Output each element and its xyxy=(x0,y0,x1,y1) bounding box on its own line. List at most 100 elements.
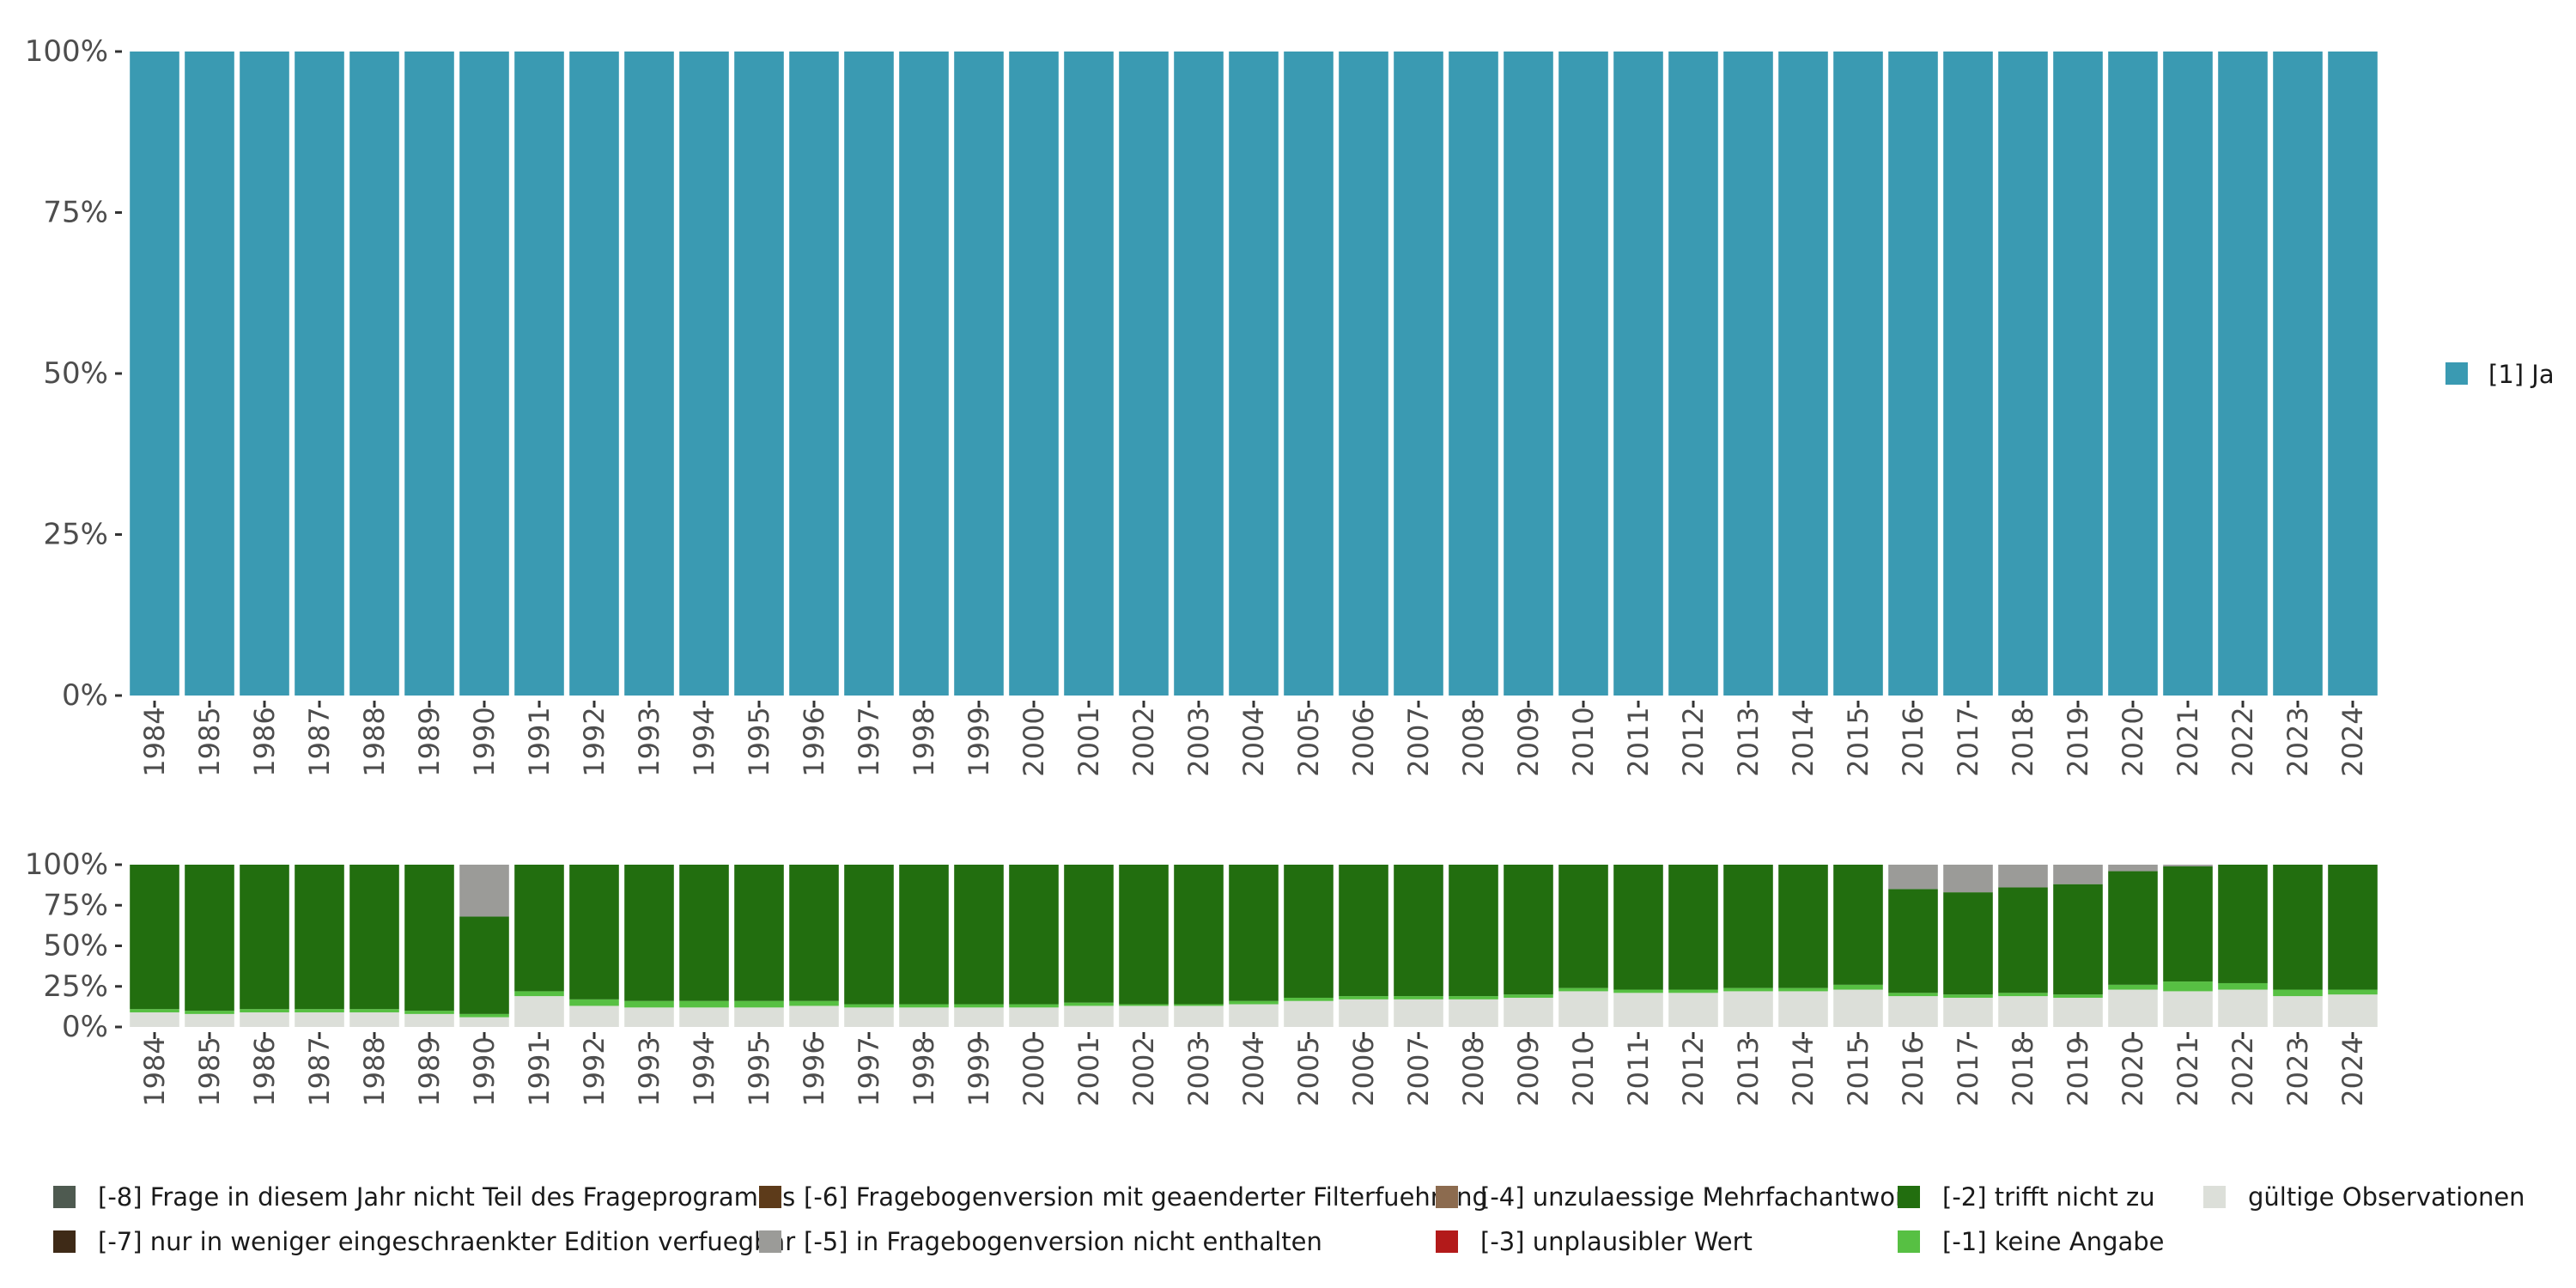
bar-segment xyxy=(1998,887,2048,993)
x-tick-label: 1996 xyxy=(798,707,830,776)
bar-segment xyxy=(844,1007,894,1027)
bar-segment xyxy=(624,1000,674,1008)
bar-segment xyxy=(679,1000,729,1008)
legend-swatch xyxy=(759,1230,781,1253)
x-tick-label: 1986 xyxy=(248,1036,281,1106)
bar-segment xyxy=(1229,52,1279,696)
bar-segment xyxy=(844,52,894,696)
bar-segment xyxy=(1833,984,1883,990)
legend-label: [-6] Fragebogenversion mit geaenderter F… xyxy=(804,1182,1488,1212)
x-tick-label: 1987 xyxy=(303,707,336,776)
x-tick-label: 2014 xyxy=(1787,1036,1820,1106)
bar-segment xyxy=(2328,994,2378,1027)
x-tick-label: 1984 xyxy=(138,707,171,776)
bar-segment xyxy=(240,52,289,696)
x-tick-label: 2018 xyxy=(2007,707,2039,776)
bar-segment xyxy=(1119,1005,1169,1027)
x-tick-label: 2022 xyxy=(2227,707,2259,776)
x-tick-label: 2017 xyxy=(1952,1036,1984,1106)
x-tick-label: 1999 xyxy=(963,707,995,776)
bar-segment xyxy=(1833,865,1883,985)
bar-segment xyxy=(1284,997,1334,1001)
bar-segment xyxy=(295,1009,344,1012)
x-tick-label: 1988 xyxy=(358,1036,391,1106)
x-tick-label: 2016 xyxy=(1897,707,1929,776)
bar-segment xyxy=(1998,52,2048,696)
legend-swatch xyxy=(1898,1230,1920,1253)
x-tick-label: 1999 xyxy=(963,1036,995,1106)
bar-segment xyxy=(2218,865,2268,983)
bar-segment xyxy=(1778,991,1828,1027)
bar-segment xyxy=(2273,865,2323,990)
bar-segment xyxy=(1613,52,1663,696)
y-tick-label: 100% xyxy=(25,848,108,882)
bar-segment xyxy=(2163,981,2213,992)
bar-segment xyxy=(569,865,619,999)
bar-segment xyxy=(1833,989,1883,1027)
x-tick-label: 2012 xyxy=(1677,707,1710,776)
bar-segment xyxy=(1504,865,1553,995)
x-tick-label: 2022 xyxy=(2227,1036,2259,1106)
bar-segment xyxy=(295,52,344,696)
bar-segment xyxy=(130,1012,179,1027)
x-tick-label: 2012 xyxy=(1677,1036,1710,1106)
bar-segment xyxy=(1888,52,1938,696)
y-tick-label: 50% xyxy=(43,929,108,963)
bar-segment xyxy=(2053,994,2103,998)
legend-swatch xyxy=(53,1186,76,1208)
x-tick-label: 2006 xyxy=(1347,1036,1380,1106)
bar-segment xyxy=(1723,987,1773,992)
x-tick-label: 2021 xyxy=(2172,1036,2204,1106)
bar-segment xyxy=(1119,52,1169,696)
bar-segment xyxy=(1339,865,1388,997)
y-tick-label: 0% xyxy=(62,1010,108,1044)
x-tick-label: 2005 xyxy=(1292,1036,1325,1106)
bar-segment xyxy=(295,1012,344,1027)
bar-segment xyxy=(2273,52,2323,696)
x-tick-label: 2008 xyxy=(1457,707,1490,776)
bar-segment xyxy=(514,52,564,696)
bar-segment xyxy=(2163,866,2213,982)
bar-segment xyxy=(349,1012,399,1027)
bar-segment xyxy=(1449,865,1498,997)
x-tick-label: 1989 xyxy=(413,707,446,776)
bar-segment xyxy=(1723,52,1773,696)
bar-segment xyxy=(2053,884,2103,995)
legend-swatch xyxy=(1898,1186,1920,1208)
bar-segment xyxy=(1394,996,1443,999)
x-tick-label: 2011 xyxy=(1622,1036,1655,1106)
bar-segment xyxy=(1613,993,1663,1027)
bar-segment xyxy=(1009,865,1059,1005)
bar-segment xyxy=(1394,865,1443,997)
x-tick-label: 2000 xyxy=(1018,1036,1050,1106)
y-tick-label: 25% xyxy=(43,969,108,1004)
bar-segment xyxy=(1723,991,1773,1027)
x-tick-label: 1997 xyxy=(853,1036,885,1106)
bar-segment xyxy=(1064,1002,1114,1006)
bar-segment xyxy=(1119,865,1169,1005)
bar-segment xyxy=(1613,865,1663,990)
x-tick-label: 2002 xyxy=(1127,1036,1160,1106)
x-tick-label: 2020 xyxy=(2117,707,2149,776)
x-tick-label: 2021 xyxy=(2172,707,2204,776)
legend-label: [-3] unplausibler Wert xyxy=(1480,1227,1753,1256)
x-tick-label: 2011 xyxy=(1622,707,1655,776)
bar-segment xyxy=(404,52,454,696)
bar-segment xyxy=(1943,52,1993,696)
legend-label: [1] Ja xyxy=(2488,360,2555,389)
bar-segment xyxy=(514,865,564,992)
bar-segment xyxy=(899,52,949,696)
x-tick-label: 2002 xyxy=(1127,707,1160,776)
x-tick-label: 1986 xyxy=(248,707,281,776)
x-tick-label: 2019 xyxy=(2062,1036,2094,1106)
x-tick-label: 1985 xyxy=(193,1036,226,1106)
x-tick-label: 2001 xyxy=(1072,1036,1105,1106)
bar-segment xyxy=(2328,865,2378,990)
bar-segment xyxy=(185,1011,234,1014)
x-tick-label: 2001 xyxy=(1072,707,1105,776)
bar-segment xyxy=(1668,993,1718,1027)
x-tick-label: 2024 xyxy=(2336,707,2369,776)
bar-segment xyxy=(1174,52,1224,696)
bar-segment xyxy=(1558,991,1608,1027)
